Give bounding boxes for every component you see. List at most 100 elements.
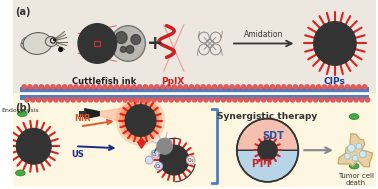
Circle shape: [128, 47, 132, 51]
Circle shape: [97, 85, 101, 89]
Circle shape: [65, 98, 70, 102]
Text: PpIX: PpIX: [161, 77, 184, 86]
Circle shape: [331, 98, 335, 102]
Circle shape: [230, 85, 234, 89]
Circle shape: [100, 98, 104, 102]
Circle shape: [17, 129, 51, 164]
Circle shape: [169, 98, 174, 102]
Text: Endocytosis: Endocytosis: [2, 108, 39, 113]
Circle shape: [348, 98, 352, 102]
Circle shape: [218, 85, 223, 89]
Ellipse shape: [21, 42, 31, 51]
Circle shape: [195, 85, 200, 89]
Circle shape: [288, 85, 292, 89]
Circle shape: [351, 85, 355, 89]
Text: (a): (a): [15, 7, 31, 17]
Circle shape: [262, 98, 266, 102]
Bar: [20, 95, 369, 100]
Text: Tumor cell
death: Tumor cell death: [338, 173, 374, 186]
Text: (b): (b): [15, 103, 32, 113]
Circle shape: [302, 98, 306, 102]
Circle shape: [239, 98, 243, 102]
Circle shape: [360, 98, 364, 102]
Circle shape: [363, 85, 367, 89]
Circle shape: [140, 98, 145, 102]
Circle shape: [126, 85, 130, 89]
Circle shape: [155, 85, 159, 89]
Circle shape: [207, 85, 211, 89]
Ellipse shape: [22, 37, 31, 44]
Circle shape: [328, 85, 332, 89]
Circle shape: [316, 85, 321, 89]
Circle shape: [108, 85, 113, 89]
Polygon shape: [85, 109, 99, 119]
Circle shape: [119, 99, 162, 142]
Circle shape: [116, 32, 127, 43]
Circle shape: [25, 98, 29, 102]
Circle shape: [299, 85, 304, 89]
Circle shape: [88, 98, 93, 102]
Circle shape: [359, 151, 366, 158]
Circle shape: [345, 85, 350, 89]
Circle shape: [212, 85, 217, 89]
Text: O₂: O₂: [156, 163, 162, 169]
Circle shape: [221, 98, 225, 102]
Circle shape: [80, 85, 84, 89]
Circle shape: [59, 47, 63, 51]
Ellipse shape: [45, 36, 57, 46]
Circle shape: [117, 98, 121, 102]
Circle shape: [339, 85, 344, 89]
Circle shape: [163, 98, 168, 102]
Circle shape: [143, 85, 147, 89]
Ellipse shape: [349, 163, 359, 169]
Ellipse shape: [23, 33, 52, 54]
Ellipse shape: [17, 111, 27, 117]
Bar: [79, 111, 86, 117]
Circle shape: [78, 24, 116, 63]
Circle shape: [120, 85, 124, 89]
Wedge shape: [237, 119, 298, 150]
Circle shape: [347, 144, 355, 152]
Polygon shape: [138, 138, 146, 148]
Circle shape: [157, 138, 172, 154]
Circle shape: [120, 46, 126, 52]
Text: NIR: NIR: [74, 114, 91, 122]
Circle shape: [36, 98, 41, 102]
Circle shape: [259, 85, 263, 89]
Circle shape: [224, 85, 228, 89]
Circle shape: [123, 98, 127, 102]
Circle shape: [152, 98, 156, 102]
Circle shape: [247, 85, 251, 89]
Circle shape: [131, 35, 141, 44]
Circle shape: [51, 85, 55, 89]
Circle shape: [308, 98, 312, 102]
Circle shape: [149, 85, 153, 89]
Circle shape: [62, 85, 67, 89]
Circle shape: [54, 98, 58, 102]
Circle shape: [132, 85, 136, 89]
Circle shape: [166, 85, 170, 89]
Circle shape: [106, 98, 110, 102]
Circle shape: [186, 156, 195, 165]
Text: ¹O₂: ¹O₂: [187, 158, 194, 163]
Circle shape: [334, 85, 338, 89]
Polygon shape: [338, 134, 372, 167]
Circle shape: [305, 85, 309, 89]
Circle shape: [189, 85, 194, 89]
Circle shape: [118, 35, 124, 40]
Circle shape: [115, 85, 119, 89]
Circle shape: [244, 98, 248, 102]
Circle shape: [34, 85, 38, 89]
Bar: [94, 40, 100, 46]
Circle shape: [146, 98, 150, 102]
Circle shape: [52, 39, 54, 42]
Circle shape: [293, 85, 297, 89]
Circle shape: [28, 85, 32, 89]
Circle shape: [51, 38, 56, 43]
Circle shape: [116, 96, 165, 145]
Circle shape: [319, 98, 324, 102]
Circle shape: [276, 85, 280, 89]
Circle shape: [178, 85, 182, 89]
Circle shape: [227, 98, 231, 102]
Circle shape: [74, 85, 78, 89]
